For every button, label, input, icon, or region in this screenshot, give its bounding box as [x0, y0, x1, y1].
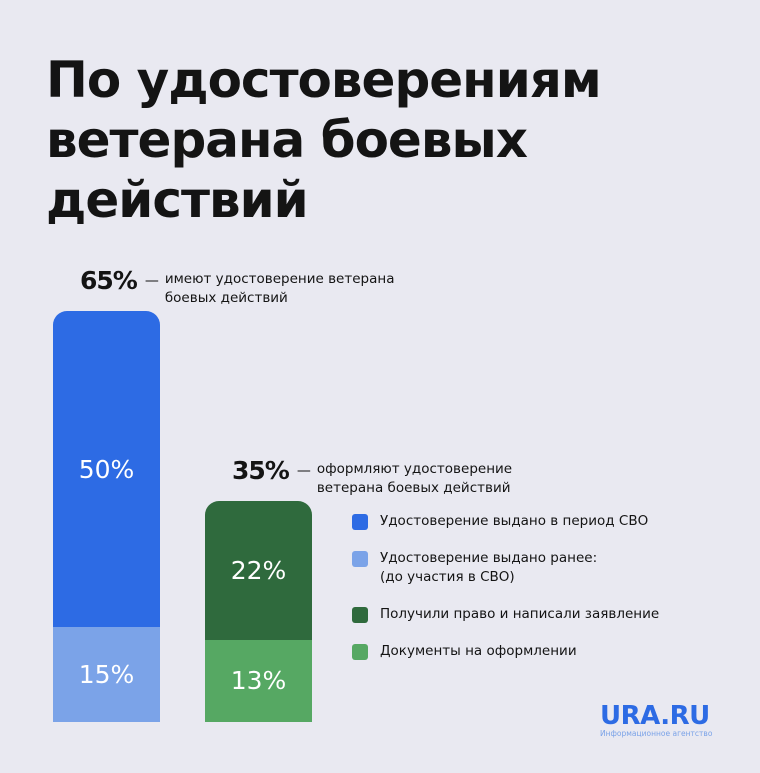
bar-segment: 22% — [205, 500, 312, 640]
bar-segment: 13% — [205, 639, 312, 722]
dash: — — [144, 273, 159, 289]
legend-label: Документы на оформлении — [380, 643, 577, 659]
legend-item: Получили право и написали заявление — [352, 605, 659, 624]
title-line: действий — [46, 171, 309, 229]
legend-swatch — [352, 551, 368, 567]
title-line: ветерана боевых — [46, 111, 528, 169]
page-title: По удостоверениям ветерана боевых действ… — [46, 50, 602, 230]
legend-swatch — [352, 607, 368, 623]
legend-item: Удостоверение выдано ранее: (до участия … — [352, 549, 659, 587]
data-label: 50% — [78, 454, 135, 484]
legend-label: Удостоверение выдано ранее: (до участия … — [380, 550, 598, 585]
legend: Удостоверение выдано в период СВО Удосто… — [352, 512, 659, 679]
total-description: имеют удостоверение ветерана боевых дейс… — [164, 271, 395, 306]
legend-swatch — [352, 514, 368, 530]
dash: — — [296, 462, 311, 479]
total-annotation: 65% — имеют удостоверение ветерана боевых … — [80, 267, 415, 308]
logo-subtitle: Информационное агентство — [600, 729, 713, 738]
legend-label: Удостоверение выдано в период СВО — [380, 513, 649, 529]
data-label: 22% — [230, 555, 287, 585]
ura-ru-logo: URA.RU Информационное агентство — [600, 703, 712, 738]
legend-item: Удостоверение выдано в период СВО — [352, 512, 659, 531]
data-label: 15% — [78, 660, 135, 690]
legend-label: Получили право и написали заявление — [380, 606, 660, 622]
total-description: оформляют удостоверение ветерана боевых … — [316, 460, 513, 496]
legend-swatch — [352, 644, 368, 660]
bar-segment: 15% — [53, 627, 160, 722]
title-line: По удостоверениям — [46, 51, 602, 109]
total-annotation: 35% — оформляют удостоверение ветерана бое… — [232, 455, 532, 498]
data-label: 13% — [230, 666, 287, 696]
logo-brand: URA.RU — [600, 701, 710, 731]
total-label: 65% — [80, 266, 138, 295]
total-label: 35% — [232, 455, 290, 485]
bar-segment: 50% — [53, 311, 160, 628]
legend-item: Документы на оформлении — [352, 642, 659, 661]
